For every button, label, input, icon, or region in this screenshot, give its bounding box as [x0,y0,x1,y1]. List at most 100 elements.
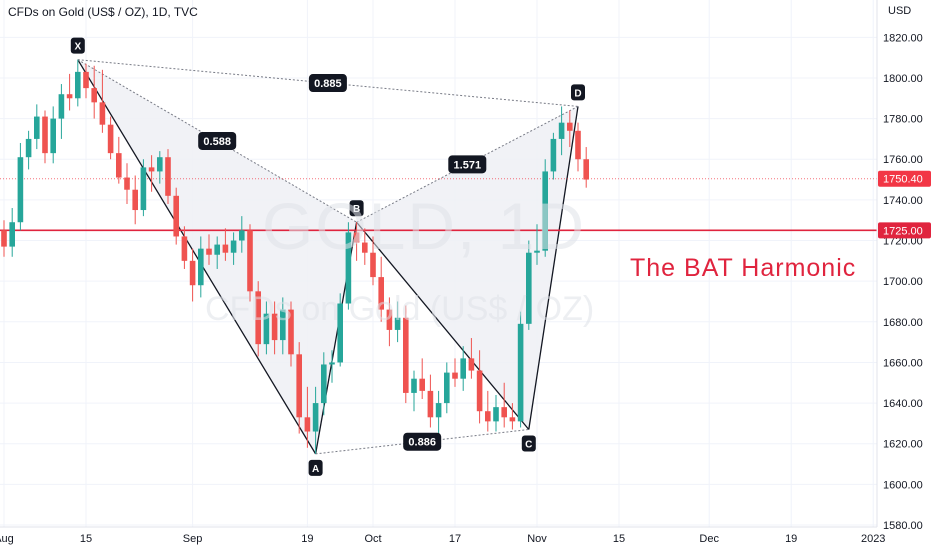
candle-body [550,138,557,172]
pattern-leg-xa [77,59,317,455]
ratio-label-bd: 1.571 [448,155,487,174]
candle-body [165,157,171,196]
point-label-d: D [571,84,585,101]
point-label-x: X [70,37,85,54]
candle-body [411,378,417,393]
time-tick-label: 19 [301,533,313,545]
point-label-bg [70,37,85,54]
price-tick-label: 1820.00 [883,32,923,44]
time-tick-label: 19 [785,533,797,545]
candle-body [58,94,65,119]
point-label-bg [571,84,585,101]
candle-body [17,157,24,223]
point-label-bg [521,435,536,452]
ratio-label-text: 0.886 [408,437,436,449]
time-axis[interactable]: Aug 15 Sep 19 Oct 17 Nov 15 Dec 19 2023 [0,526,885,550]
candle-body [1,230,7,247]
candle-body [534,250,540,253]
candle-body [173,195,179,237]
price-tick-label: 1700.00 [883,276,923,288]
price-tag-bg [878,170,931,187]
candle-body [485,411,491,422]
point-label-a: A [308,459,323,476]
candle-body [427,390,434,418]
candle-body [148,167,155,172]
candle-body [329,362,335,365]
ratio-label-ac: 0.886 [403,432,442,451]
candle-body [501,407,507,418]
bcd-triangle [356,106,578,430]
ratio-label-bg [448,155,487,174]
price-tick-label: 1800.00 [883,73,923,85]
candle-body [271,313,278,341]
price-tick-label: 1720.00 [883,236,923,248]
candle-body [181,236,188,261]
time-tick-label: Sep [183,533,203,545]
ratio-label-bg [198,131,237,150]
point-label-text: X [74,42,81,53]
time-axis-bg [0,527,877,550]
pattern-leg-cd [528,106,579,430]
ratio-label-bg [308,74,347,93]
candle-body [386,309,393,330]
candle-body [42,116,48,154]
time-tick-label: Dec [699,533,719,545]
candle-body [132,189,138,211]
candle-body [124,177,130,190]
ratio-label-xb: 0.588 [198,131,237,150]
candle-body [312,403,319,432]
candle-body [288,309,294,355]
candle-body [517,323,524,422]
candle-body [476,370,483,412]
time-tick-label: Aug [0,533,14,545]
candle-body [337,303,343,363]
candle-body [198,248,204,286]
ratio-label-xd: 0.885 [308,74,347,93]
candle-body [50,118,56,154]
candle-body [9,222,15,247]
price-tick-label: 1780.00 [883,114,923,126]
candle-body [247,230,253,292]
candle-body [263,313,270,345]
ratio-label-text: 1.571 [454,159,482,171]
ratio-label-bg [403,432,442,451]
point-label-bg [349,200,364,217]
candle-body [493,407,499,422]
candle-body [189,260,196,286]
watermark-symbol: GOLD, 1D [262,189,587,263]
candle-body [75,71,81,99]
point-label-text: C [525,439,532,450]
candle-body [99,102,106,125]
candle-body [230,240,237,253]
time-tick-label: 2023 [861,533,885,545]
candle-body [394,317,401,330]
point-label-text: B [353,204,360,215]
candle-body [468,358,475,371]
candle-body [25,138,32,158]
price-tick-label: 1680.00 [883,317,923,329]
ratio-label-text: 0.588 [203,136,231,148]
price-lines [0,178,877,232]
candle-body [567,122,573,131]
candle-body [296,354,302,418]
candle-body [460,358,466,379]
price-axis[interactable]: USD 1580.00 1600.00 1620.00 1640.00 1660.00 16… [876,0,932,550]
price-tag-text: 1725.00 [883,225,923,237]
candle-body [304,417,311,432]
time-tick-label: 15 [80,533,92,545]
price-tick-label: 1740.00 [883,195,923,207]
candle-body [526,252,532,324]
candle-body [509,417,516,422]
chart-title: CFDs on Gold (US$ / OZ), 1D, TVC [8,5,198,19]
candle-body [575,130,581,160]
time-tick-label: 15 [613,533,625,545]
bat-harmonic-annotation: The BAT Harmonic [630,254,857,282]
candle-body [345,232,352,304]
currency-label: USD [888,5,911,17]
pattern-leg-bc [356,221,530,430]
price-tick-label: 1580.00 [883,520,923,532]
point-label-text: D [574,88,581,99]
candle-body [214,244,220,255]
price-axis-bg [877,0,932,550]
